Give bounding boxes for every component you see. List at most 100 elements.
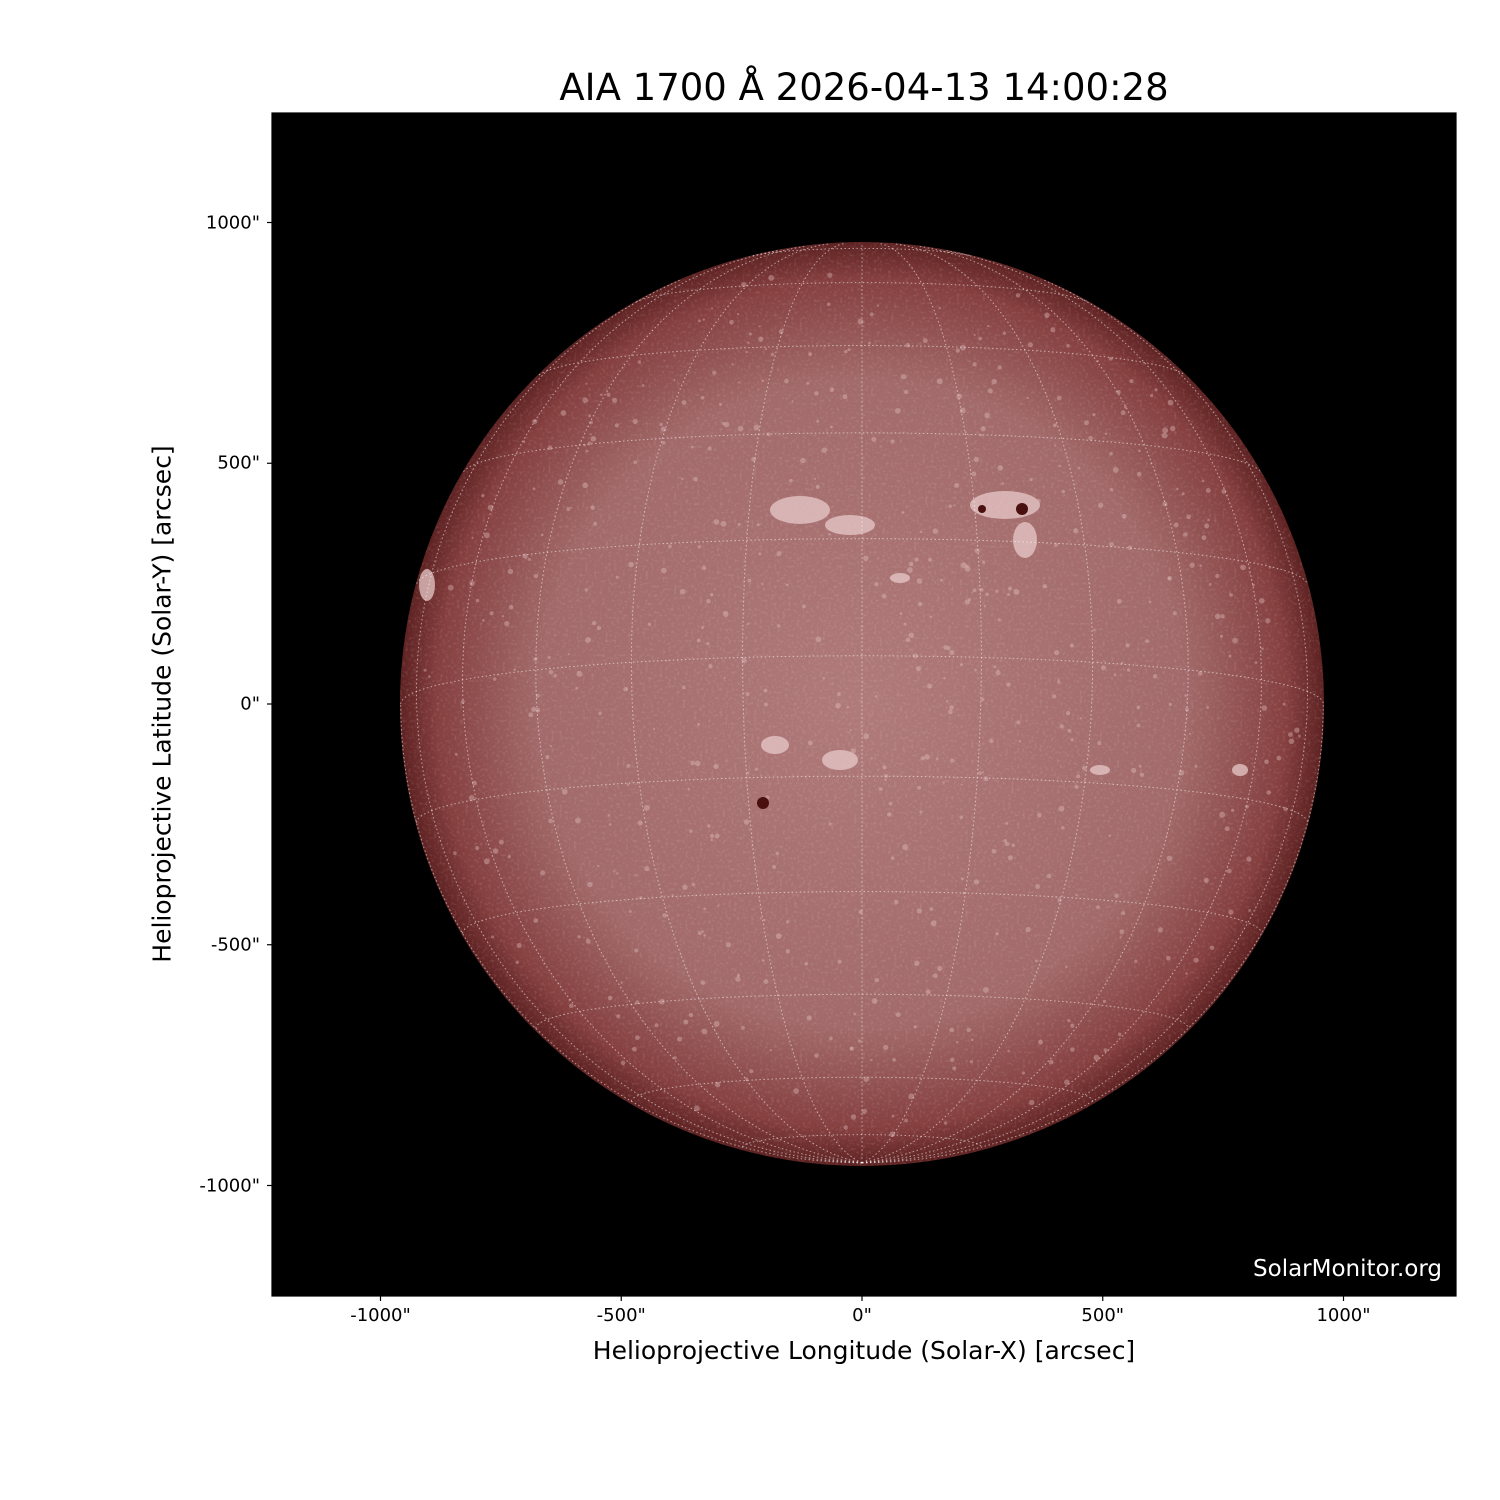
network-brightening xyxy=(970,1038,974,1042)
network-brightening xyxy=(1282,702,1286,706)
network-brightening xyxy=(731,363,734,366)
grid-line xyxy=(415,279,863,1164)
network-brightening xyxy=(1186,514,1191,520)
network-brightening xyxy=(907,567,913,573)
network-brightening xyxy=(748,332,752,336)
sunspot xyxy=(978,505,986,513)
network-brightening xyxy=(849,729,852,732)
network-brightening xyxy=(1079,717,1082,720)
network-brightening xyxy=(993,665,997,669)
network-brightening xyxy=(582,397,589,404)
network-brightening xyxy=(694,760,701,767)
network-brightening xyxy=(1007,593,1011,596)
network-brightening xyxy=(936,378,943,385)
x-tick-label: 1000" xyxy=(1316,1305,1371,1326)
network-brightening xyxy=(634,948,639,953)
network-brightening xyxy=(1297,734,1301,738)
network-brightening xyxy=(1138,764,1142,768)
network-brightening xyxy=(1172,611,1177,616)
network-brightening xyxy=(745,692,750,697)
network-brightening xyxy=(985,592,989,597)
network-brightening xyxy=(1073,528,1079,534)
network-brightening xyxy=(1126,668,1131,672)
network-brightening xyxy=(785,583,789,587)
network-brightening xyxy=(1201,535,1207,541)
network-brightening xyxy=(1229,593,1233,597)
network-brightening xyxy=(949,650,955,656)
network-brightening xyxy=(1248,908,1252,912)
network-brightening xyxy=(973,456,980,463)
network-brightening xyxy=(1074,784,1079,789)
network-brightening xyxy=(776,551,782,557)
network-brightening xyxy=(908,561,914,567)
network-brightening xyxy=(1136,472,1142,477)
network-brightening xyxy=(1056,395,1062,401)
network-brightening xyxy=(978,336,982,341)
network-brightening xyxy=(1013,588,1020,595)
network-brightening xyxy=(709,593,714,597)
sunspot xyxy=(757,797,769,809)
network-brightening xyxy=(1001,482,1005,485)
grid-line xyxy=(861,249,1263,1164)
network-brightening xyxy=(428,675,431,678)
network-brightening xyxy=(587,441,592,445)
network-brightening xyxy=(903,389,909,395)
network-brightening xyxy=(1052,694,1057,699)
network-brightening xyxy=(903,622,907,626)
network-brightening xyxy=(1054,650,1060,656)
network-brightening xyxy=(461,700,465,704)
network-brightening xyxy=(857,318,864,325)
network-brightening xyxy=(972,588,977,593)
network-brightening xyxy=(1123,405,1127,409)
network-brightening xyxy=(504,620,510,627)
network-brightening xyxy=(540,533,544,537)
network-brightening xyxy=(922,338,928,344)
network-brightening xyxy=(623,686,628,692)
plage xyxy=(825,515,875,535)
network-brightening xyxy=(1205,488,1211,493)
network-brightening xyxy=(540,870,546,876)
network-brightening xyxy=(482,619,485,622)
network-brightening xyxy=(758,336,764,342)
network-brightening xyxy=(1153,674,1158,679)
grid-line xyxy=(416,538,1308,584)
tick-marks xyxy=(267,221,1345,1301)
network-brightening xyxy=(697,722,701,726)
network-brightening xyxy=(647,622,652,626)
network-brightening xyxy=(916,578,923,584)
network-brightening xyxy=(1157,927,1163,933)
network-brightening xyxy=(1185,707,1190,712)
network-brightening xyxy=(1121,513,1127,519)
network-brightening xyxy=(1246,856,1252,862)
network-brightening xyxy=(971,471,977,477)
network-brightening xyxy=(1167,576,1173,581)
network-brightening xyxy=(1025,926,1031,933)
network-brightening xyxy=(522,553,528,559)
network-brightening xyxy=(850,748,856,754)
grid-line xyxy=(535,245,863,1164)
y-tick-label: -500" xyxy=(210,934,260,956)
network-brightening xyxy=(513,668,516,671)
network-brightening xyxy=(710,838,713,842)
network-brightening xyxy=(679,588,686,595)
network-brightening xyxy=(568,1003,574,1009)
network-brightening xyxy=(917,601,923,607)
network-brightening xyxy=(453,851,457,856)
network-brightening xyxy=(1199,564,1202,567)
network-brightening xyxy=(995,670,1001,676)
network-brightening xyxy=(964,599,970,605)
network-brightening xyxy=(949,1057,955,1063)
network-brightening xyxy=(489,611,494,616)
network-brightening xyxy=(920,756,926,761)
network-brightening xyxy=(938,307,941,310)
network-brightening xyxy=(1057,680,1061,684)
network-brightening xyxy=(775,851,779,856)
network-brightening xyxy=(550,745,553,748)
network-brightening xyxy=(700,980,706,985)
network-brightening xyxy=(1181,492,1185,496)
network-brightening xyxy=(775,933,782,940)
network-brightening xyxy=(1169,425,1176,432)
network-brightening xyxy=(588,414,591,418)
network-brightening xyxy=(1114,893,1119,899)
network-brightening xyxy=(1103,1048,1108,1053)
